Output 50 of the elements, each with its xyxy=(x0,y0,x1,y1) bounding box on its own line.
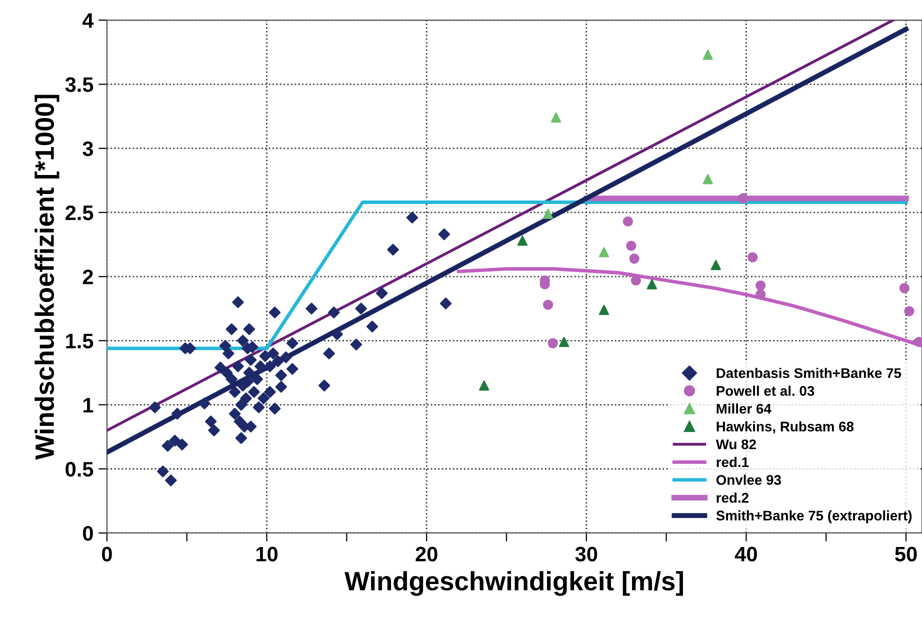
point xyxy=(748,252,758,262)
legend-label: Miller 64 xyxy=(716,403,772,414)
point xyxy=(558,336,570,348)
y-tick-label: 4 xyxy=(82,13,94,28)
line-series xyxy=(456,267,922,348)
point xyxy=(899,283,910,294)
point xyxy=(542,300,554,310)
y-tick-label: 3 xyxy=(82,141,94,156)
y-tick-label: 0.5 xyxy=(66,462,94,477)
y-tick-label: 2.5 xyxy=(66,205,94,220)
point xyxy=(626,240,636,251)
x-tick-label: 10 xyxy=(256,546,278,562)
point xyxy=(702,50,713,60)
point xyxy=(646,279,657,290)
y-tick-label: 0 xyxy=(82,526,93,541)
point xyxy=(542,208,554,219)
legend-label: Hawkins, Rubsam 68 xyxy=(716,421,854,434)
legend-label: Wu 82 xyxy=(716,439,756,450)
legend-label: red.2 xyxy=(716,492,748,503)
point xyxy=(598,247,610,258)
legend-label: Datenbasis Smith+Banke 75 xyxy=(716,368,902,378)
point xyxy=(598,304,610,315)
x-tick-label: 20 xyxy=(416,546,438,562)
legend-label: Powell et al. 03 xyxy=(716,386,814,396)
point xyxy=(548,338,558,348)
x-tick-label: 30 xyxy=(575,546,598,562)
y-tick-label: 1 xyxy=(83,398,94,412)
point xyxy=(904,306,914,316)
y-tick-label: 3.5 xyxy=(65,77,94,92)
point xyxy=(479,380,490,391)
point xyxy=(622,216,634,227)
point xyxy=(550,112,562,123)
point xyxy=(756,280,766,291)
point xyxy=(630,275,642,286)
point xyxy=(738,193,748,204)
y-tick-label: 1.5 xyxy=(66,334,94,348)
point xyxy=(710,260,721,270)
legend-label: Smith+Banke 75 (extrapoliert) xyxy=(716,510,912,524)
y-tick-label: 2 xyxy=(82,270,93,284)
legend-label: Onvlee 93 xyxy=(716,474,781,485)
point xyxy=(517,236,528,246)
point xyxy=(629,254,640,264)
x-tick-label: 0 xyxy=(102,546,112,562)
x-axis-title: Windgeschwindigkeit [m/s] xyxy=(344,571,683,596)
x-tick-label: 50 xyxy=(895,546,917,562)
legend-label: red.1 xyxy=(716,456,749,468)
y-axis-title: Windschubkoeffizient [*1000] xyxy=(34,94,60,460)
point xyxy=(702,174,713,184)
x-tick-label: 40 xyxy=(734,546,757,562)
point xyxy=(756,289,766,300)
